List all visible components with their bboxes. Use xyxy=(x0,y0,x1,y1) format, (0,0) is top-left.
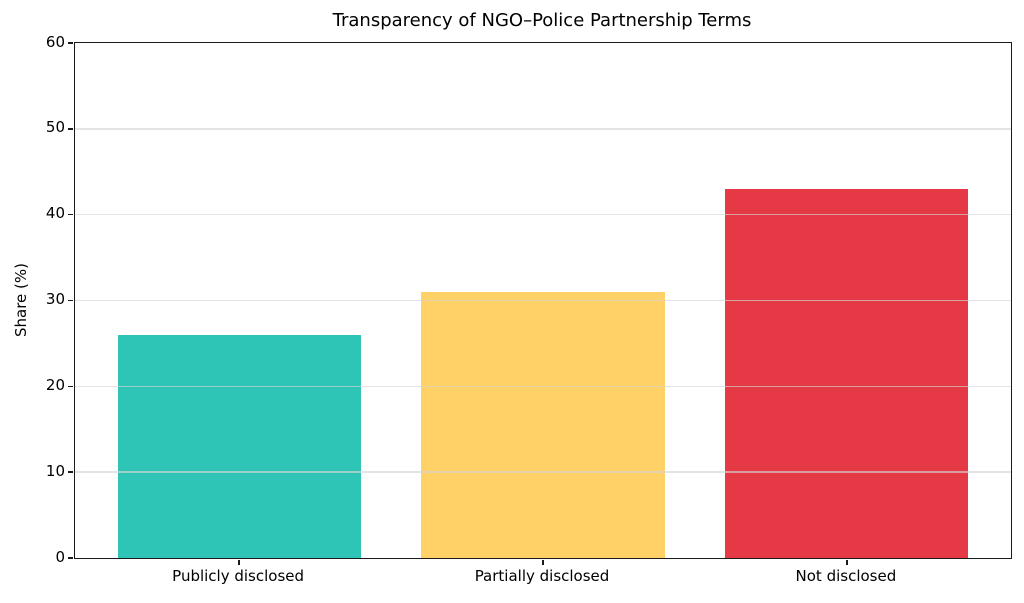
y-tick-mark-30 xyxy=(68,299,73,302)
y-tick-label-0: 0 xyxy=(55,547,65,566)
plot-area xyxy=(68,42,1012,565)
x-tick-mark-not-disclosed xyxy=(846,560,848,565)
y-tick-mark-40 xyxy=(68,213,73,216)
gridline-y-50 xyxy=(75,128,1011,130)
y-tick-label-60: 60 xyxy=(45,32,65,51)
y-tick-label-10: 10 xyxy=(45,461,65,480)
gridline-y-20 xyxy=(75,385,1011,388)
chart-title: Transparency of NGO–Police Partnership T… xyxy=(332,10,752,31)
bar-not-disclosed xyxy=(725,188,969,558)
x-tick-label-partially-disclosed: Partially disclosed xyxy=(474,567,610,585)
gridline-y-10 xyxy=(75,471,1011,473)
y-tick-mark-0 xyxy=(68,557,73,559)
y-tick-mark-50 xyxy=(68,128,73,130)
y-tick-label-50: 50 xyxy=(45,118,65,137)
x-tick-mark-publicly-disclosed xyxy=(238,560,240,565)
gridline-y-40 xyxy=(75,213,1011,216)
gridline-y-30 xyxy=(75,299,1011,302)
y-tick-label-30: 30 xyxy=(45,290,65,308)
bar-publicly-disclosed xyxy=(117,334,361,558)
y-tick-mark-20 xyxy=(68,385,73,388)
y-tick-label-40: 40 xyxy=(45,204,65,223)
x-tick-mark-partially-disclosed xyxy=(542,560,544,565)
y-tick-label-20: 20 xyxy=(45,375,65,394)
y-tick-mark-10 xyxy=(68,471,73,473)
bar-partially-disclosed xyxy=(421,291,665,558)
x-tick-label-publicly-disclosed: Publicly disclosed xyxy=(172,567,305,585)
y-tick-mark-60 xyxy=(68,42,73,44)
x-tick-label-not-disclosed: Not disclosed xyxy=(795,567,897,585)
